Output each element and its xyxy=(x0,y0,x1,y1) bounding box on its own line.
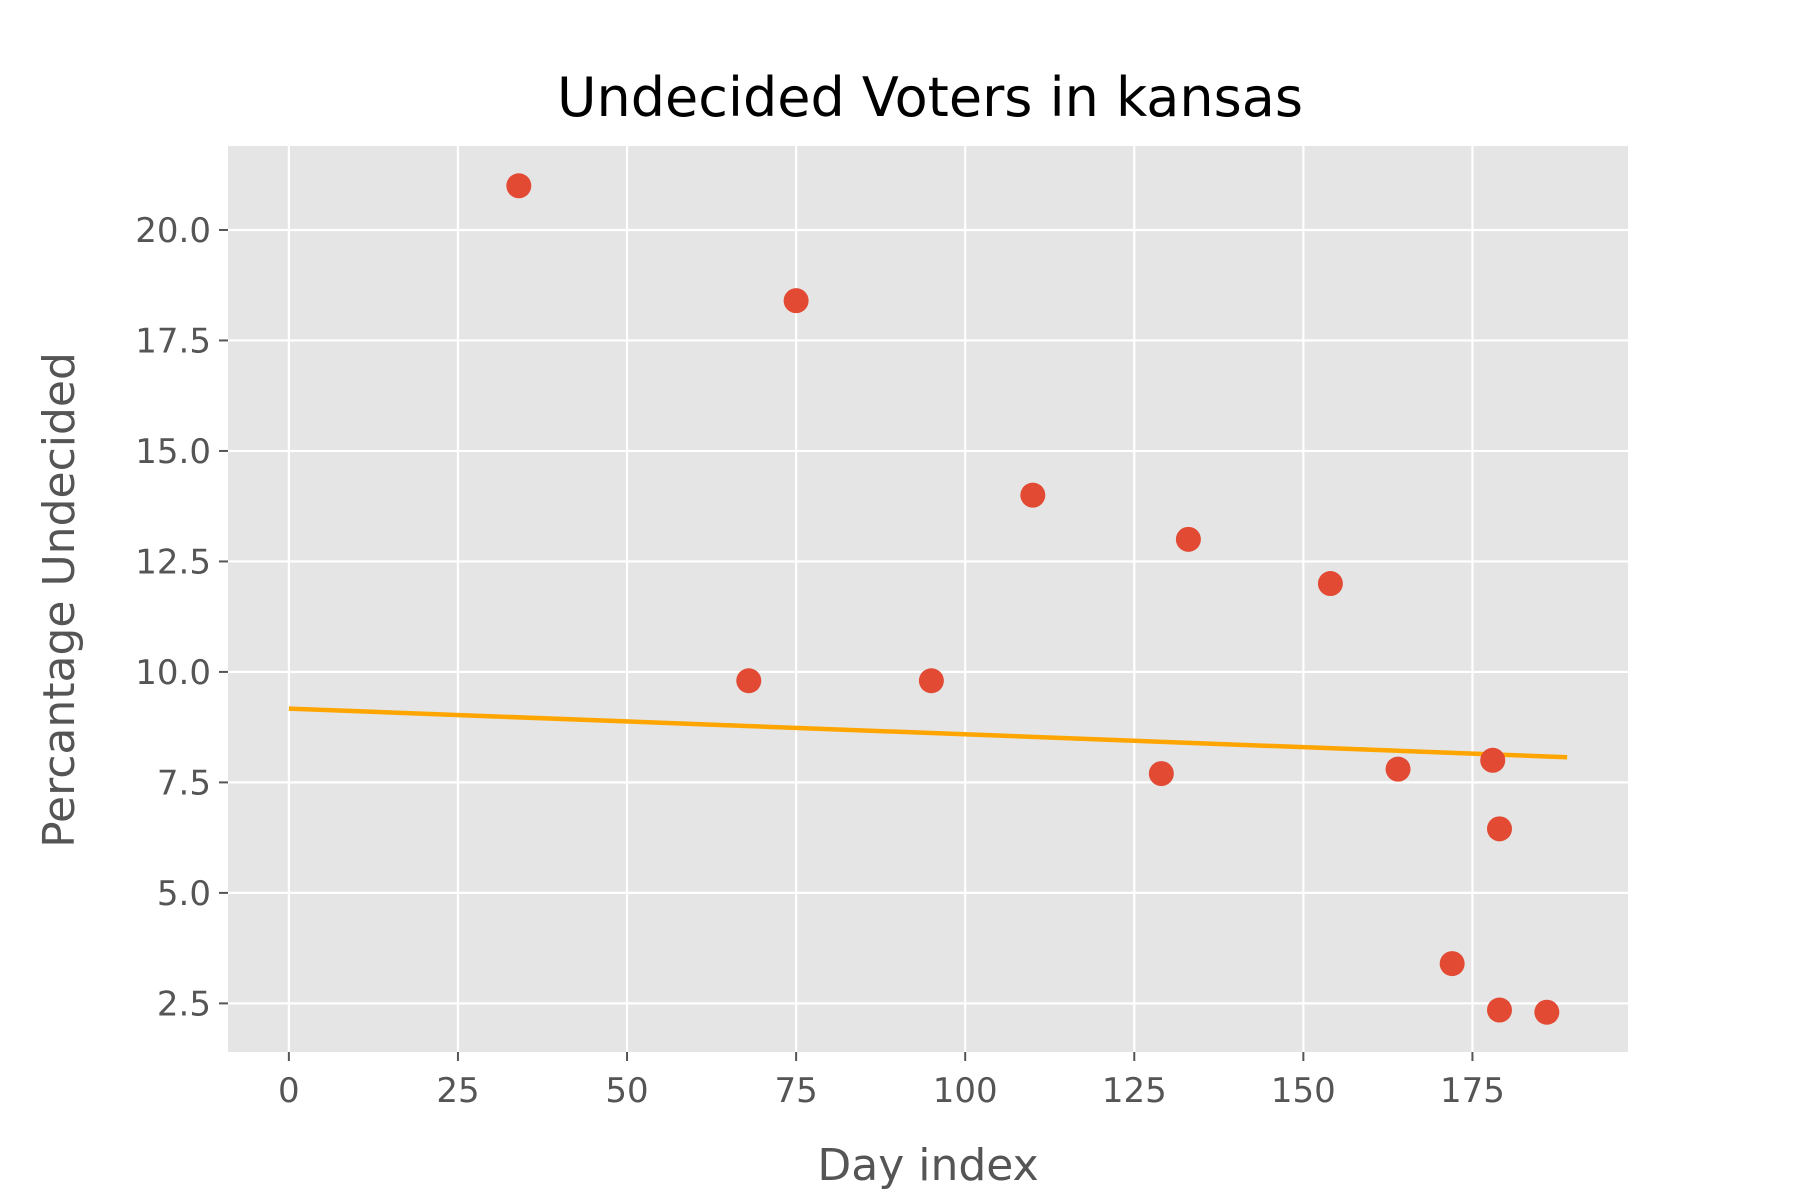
x-tick-label: 150 xyxy=(1271,1071,1336,1111)
grid-lines xyxy=(228,146,1628,1052)
data-point xyxy=(1385,756,1411,782)
trend-line xyxy=(288,706,1568,760)
data-point xyxy=(1534,999,1560,1025)
plot-area xyxy=(228,146,1628,1052)
data-point xyxy=(918,668,944,694)
data-point xyxy=(506,173,532,199)
data-point xyxy=(1486,997,1512,1023)
y-tick-label: 12.5 xyxy=(135,542,211,582)
data-point xyxy=(1486,816,1512,842)
y-tick-label: 20.0 xyxy=(135,211,211,251)
y-axis-label: Percantage Undecided xyxy=(34,352,85,848)
data-point xyxy=(1020,482,1046,508)
x-tick-label: 0 xyxy=(278,1071,300,1111)
x-tick-label: 25 xyxy=(436,1071,479,1111)
y-tick-label: 7.5 xyxy=(157,763,211,803)
x-tick-label: 50 xyxy=(605,1071,648,1111)
data-points xyxy=(506,173,1560,1025)
axis-ticks: 0 25 50 75 100 125 150 175 2.5 5.0 7.5 10.0 12.5 15.0… xyxy=(135,211,1505,1111)
y-tick-label: 10.0 xyxy=(135,653,211,693)
chart-title: Undecided Voters in kansas xyxy=(557,66,1303,129)
x-axis-label: Day index xyxy=(817,1140,1038,1191)
x-tick-label: 125 xyxy=(1102,1071,1167,1111)
trend-line-layer xyxy=(288,706,1568,760)
y-tick-label: 2.5 xyxy=(157,984,211,1024)
data-point xyxy=(1148,761,1174,787)
x-tick-label: 175 xyxy=(1440,1071,1505,1111)
data-point xyxy=(1439,951,1465,977)
data-point xyxy=(736,668,762,694)
x-tick-label: 75 xyxy=(774,1071,817,1111)
x-tick-label: 100 xyxy=(933,1071,998,1111)
data-point xyxy=(1317,571,1343,597)
y-tick-label: 17.5 xyxy=(135,321,211,361)
y-tick-label: 15.0 xyxy=(135,432,211,472)
y-tick-label: 5.0 xyxy=(157,874,211,914)
data-point xyxy=(1480,747,1506,773)
data-point xyxy=(1175,526,1201,552)
data-point xyxy=(783,288,809,314)
